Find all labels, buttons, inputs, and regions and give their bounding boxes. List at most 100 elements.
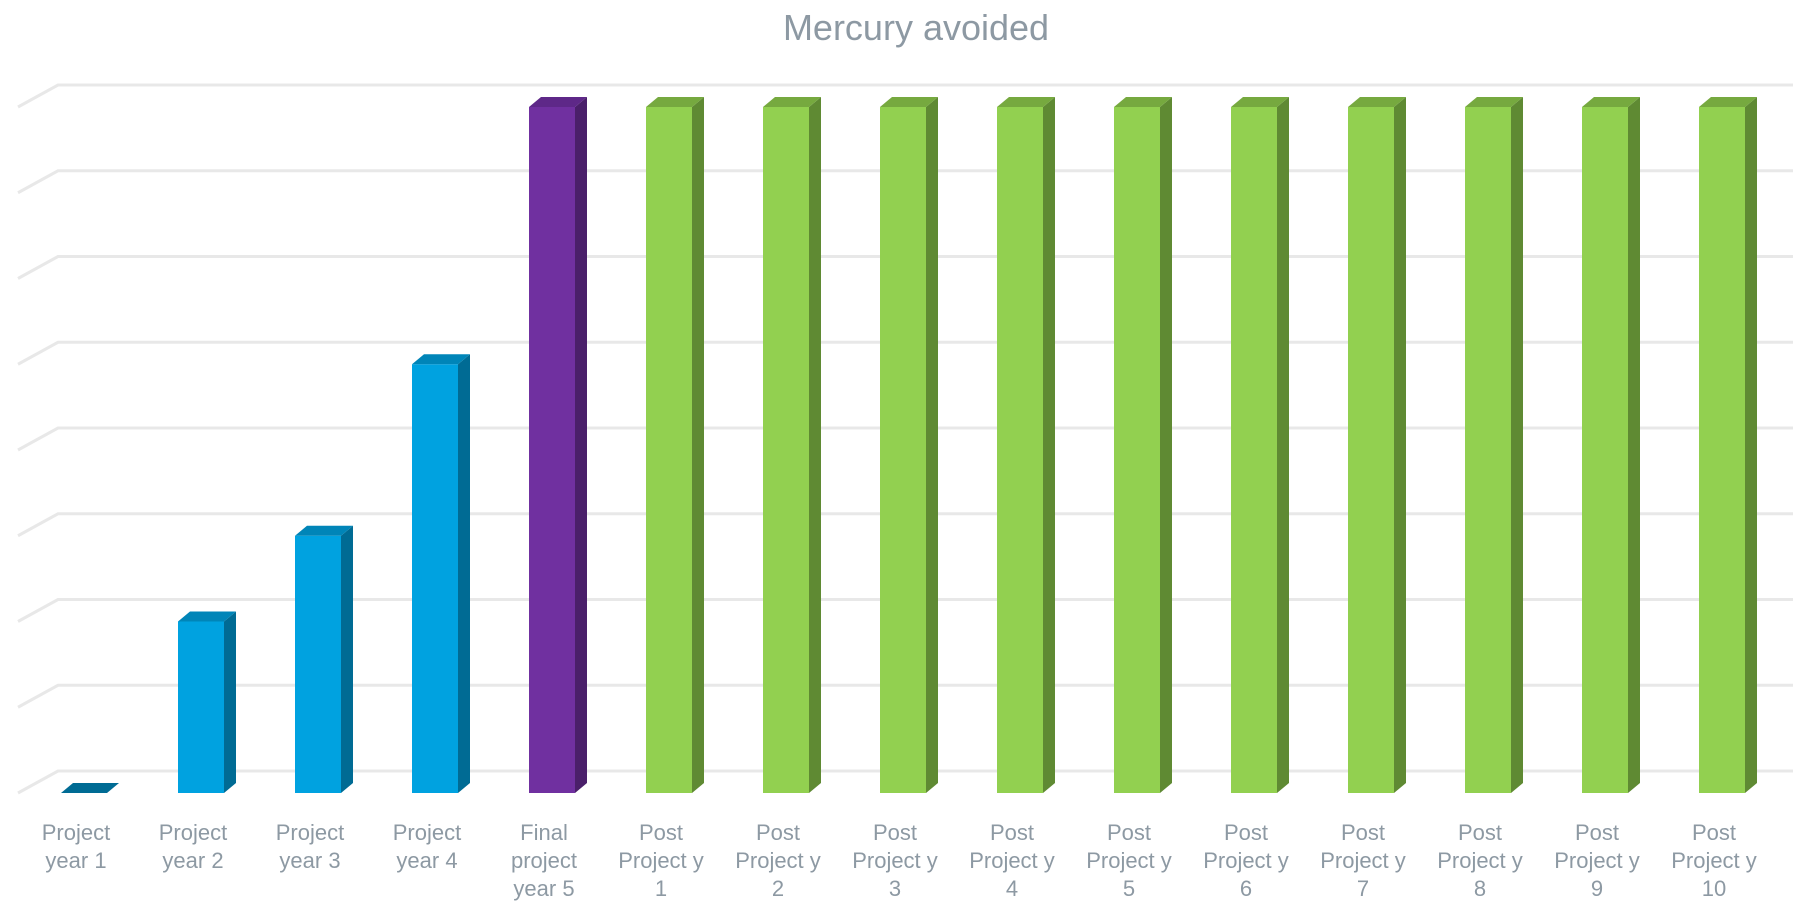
x-tick-label: Post Project y 4 — [969, 820, 1055, 901]
x-tick-label-line: Project y — [852, 848, 938, 873]
x-tick-label-line: Project y — [1554, 848, 1640, 873]
bar — [763, 97, 821, 793]
bar — [178, 611, 236, 793]
bar-front — [880, 107, 926, 793]
x-tick-label: Project year 2 — [159, 820, 227, 873]
bar — [412, 354, 470, 793]
x-tick-label-line: Project — [42, 820, 110, 845]
x-tick-label-line: 9 — [1591, 876, 1603, 901]
bar-front — [1348, 107, 1394, 793]
x-tick-label: Post Project y 8 — [1437, 820, 1523, 901]
gridline — [17, 340, 1793, 366]
bar-side — [1628, 97, 1640, 793]
gridline — [17, 255, 1793, 280]
bars-layer — [61, 97, 1757, 793]
x-tick-label-line: 8 — [1474, 876, 1486, 901]
gridline — [17, 512, 1793, 538]
bar-side — [224, 611, 236, 793]
gridline — [17, 169, 1793, 195]
bar — [1582, 97, 1640, 793]
bar-side — [1745, 97, 1757, 793]
x-tick-label: Project year 1 — [42, 820, 110, 873]
x-tick-label-line: year 5 — [513, 876, 574, 901]
x-tick-label: Post Project y 6 — [1203, 820, 1289, 901]
bar-front — [763, 107, 809, 793]
bar-top — [1114, 97, 1172, 107]
bar-top — [1699, 97, 1757, 107]
x-tick-label-line: Project — [276, 820, 344, 845]
bar-front — [1699, 107, 1745, 793]
bar-front — [1231, 107, 1277, 793]
x-tick-label-line: year 3 — [279, 848, 340, 873]
gridline — [17, 598, 1793, 623]
x-tick-label-line: Project y — [1086, 848, 1172, 873]
x-tick-label: Project year 3 — [276, 820, 344, 873]
bar-side — [1277, 97, 1289, 793]
bar-side — [1160, 97, 1172, 793]
x-tick-label: Post Project y 7 — [1320, 820, 1406, 901]
bar-side — [1043, 97, 1055, 793]
x-tick-label-line: Project y — [1671, 848, 1757, 873]
x-tick-label-line: Project y — [969, 848, 1055, 873]
bar-side — [809, 97, 821, 793]
bar-top — [295, 525, 353, 536]
x-tick-label-line: 2 — [772, 876, 784, 901]
bar-front — [295, 535, 341, 793]
x-tick-label-line: Project y — [618, 848, 704, 873]
x-tick-label: Post Project y 9 — [1554, 820, 1640, 901]
x-tick-label-line: Project y — [1320, 848, 1406, 873]
x-tick-label-line: year 2 — [162, 848, 223, 873]
x-tick-label-line: 5 — [1123, 876, 1135, 901]
bar-side — [1394, 97, 1406, 793]
x-tick-label-line: Project — [159, 820, 227, 845]
bar-front — [997, 107, 1043, 793]
x-tick-label-line: Post — [873, 820, 917, 845]
bar-side — [926, 97, 938, 793]
bar-top — [997, 97, 1055, 107]
x-tick-label: Post Project y 5 — [1086, 820, 1172, 901]
gridline — [17, 683, 1793, 709]
bar — [997, 97, 1055, 793]
bar-front — [529, 107, 575, 793]
x-tick-label-line: Final — [520, 820, 568, 845]
bar-top — [1231, 97, 1289, 107]
bar — [1114, 97, 1172, 793]
bar — [1699, 97, 1757, 793]
bar-top — [529, 97, 587, 107]
bar-top — [178, 611, 236, 622]
bar-top — [880, 97, 938, 107]
bar-top — [1348, 97, 1406, 107]
bar — [1348, 97, 1406, 793]
x-tick-label-line: Project y — [1203, 848, 1289, 873]
bar-top — [646, 97, 704, 107]
x-tick-label: Post Project y 2 — [735, 820, 821, 901]
bar — [1231, 97, 1289, 793]
bar-front — [412, 364, 458, 793]
x-tick-label-line: project — [511, 848, 577, 873]
bar-top — [1582, 97, 1640, 107]
bar-side — [692, 97, 704, 793]
gridline — [17, 426, 1793, 452]
bar-front — [646, 107, 692, 793]
bar-front — [1582, 107, 1628, 793]
x-tick-label: Post Project y 3 — [852, 820, 938, 901]
bar — [295, 525, 353, 793]
x-tick-label-line: Post — [639, 820, 683, 845]
x-tick-label: Final project year 5 — [511, 820, 577, 901]
x-tick-label-line: 10 — [1702, 876, 1726, 901]
x-tick-label: Project year 4 — [393, 820, 461, 873]
bar — [1465, 97, 1523, 793]
bar-front — [1465, 107, 1511, 793]
bar-front — [1114, 107, 1160, 793]
x-tick-label: Post Project y 10 — [1671, 820, 1757, 901]
x-tick-label-line: Post — [1575, 820, 1619, 845]
bar — [61, 783, 119, 793]
x-tick-label-line: Post — [1341, 820, 1385, 845]
chart-title: Mercury avoided — [783, 7, 1049, 48]
x-tick-label-line: 1 — [655, 876, 667, 901]
x-tick-label-line: 3 — [889, 876, 901, 901]
x-tick-label-line: Post — [1458, 820, 1502, 845]
